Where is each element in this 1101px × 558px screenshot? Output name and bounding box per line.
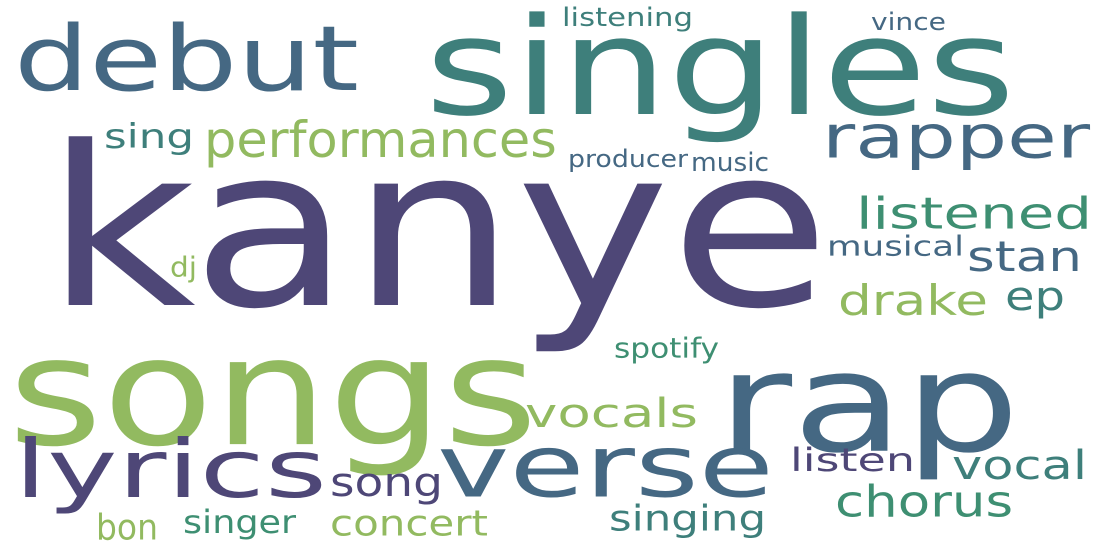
word-song: song: [330, 458, 444, 506]
word-debut: debut: [14, 7, 359, 112]
word-rap: rap: [717, 323, 1020, 484]
word-chorus: chorus: [835, 475, 1014, 527]
word-vince: vince: [871, 7, 946, 37]
word-bon: bon: [96, 506, 158, 549]
word-producer: producer: [568, 144, 689, 174]
word-kanye: kanye: [45, 99, 831, 359]
word-vocal: vocal: [952, 441, 1088, 489]
word-listening: listening: [562, 2, 694, 33]
word-singer: singer: [183, 503, 297, 541]
word-singing: singing: [609, 497, 767, 540]
word-verse: verse: [437, 417, 774, 518]
word-songs: songs: [8, 304, 538, 480]
word-rapper: rapper: [822, 102, 1091, 173]
word-spotify: spotify: [614, 331, 720, 365]
word-dj: dj: [170, 250, 197, 284]
word-musical: musical: [827, 229, 964, 263]
word-vocals: vocals: [525, 389, 698, 437]
word-sing: sing: [104, 117, 195, 157]
word-stan: stan: [967, 232, 1082, 282]
word-ep: ep: [1005, 272, 1065, 320]
word-singles: singles: [425, 0, 1016, 147]
word-music: music: [691, 147, 770, 178]
word-performances: performances: [204, 110, 557, 169]
word-listened: listened: [856, 187, 1093, 239]
word-concert: concert: [330, 502, 488, 545]
word-drake: drake: [838, 276, 988, 326]
word-lyrics: lyrics: [14, 423, 328, 517]
word-listen: listen: [790, 441, 916, 479]
